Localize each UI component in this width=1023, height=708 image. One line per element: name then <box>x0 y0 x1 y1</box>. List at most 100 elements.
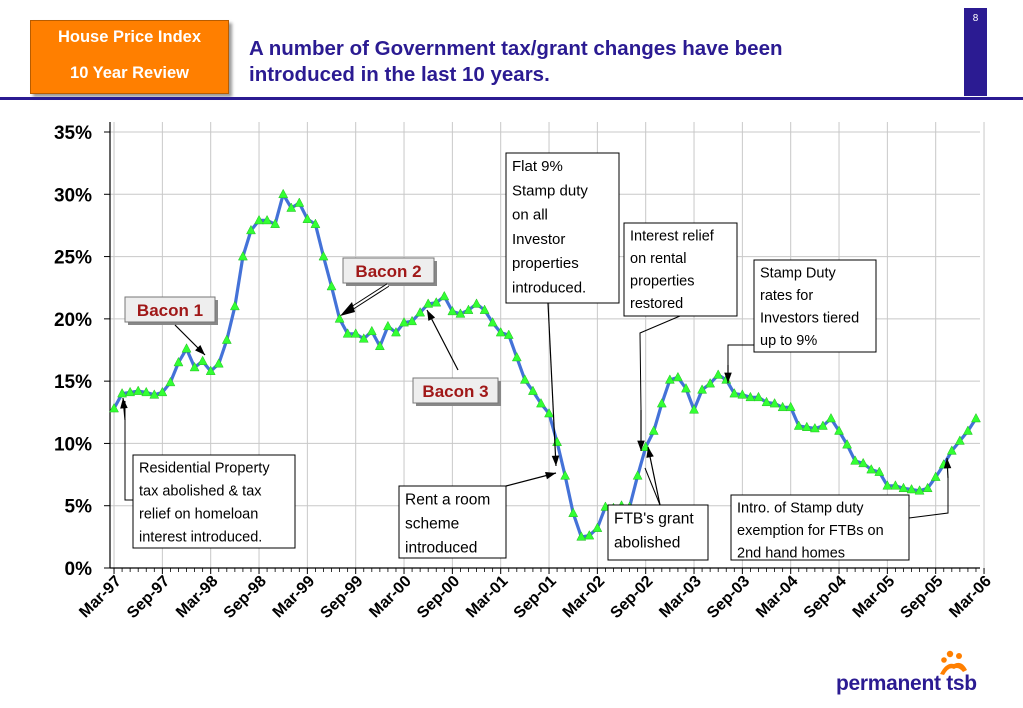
data-point <box>117 388 127 398</box>
data-point <box>511 351 522 362</box>
data-point <box>495 327 506 337</box>
data-point <box>205 365 216 375</box>
data-point <box>487 317 498 327</box>
report-badge: House Price Index 10 Year Review <box>30 20 229 94</box>
x-tick-label: Sep-99 <box>317 573 366 622</box>
data-point <box>519 374 530 384</box>
people-cluster-icon <box>940 650 967 675</box>
annotation-arrowhead <box>724 372 732 383</box>
data-point <box>310 218 321 228</box>
page-title: A number of Government tax/grant changes… <box>249 36 949 88</box>
y-tick-label: 5% <box>65 497 93 518</box>
data-point <box>229 300 240 311</box>
data-point <box>141 386 152 397</box>
data-point <box>544 407 554 418</box>
bacon-2-label: Bacon 2 <box>355 262 421 281</box>
badge-line-1: House Price Index <box>57 28 202 46</box>
brand-logo-text: permanent tsb <box>836 672 977 695</box>
data-point <box>769 398 780 408</box>
flat-stamp-note-line: properties <box>512 255 579 272</box>
data-point <box>358 333 369 343</box>
data-point <box>415 307 426 317</box>
data-point <box>785 401 796 412</box>
data-point <box>149 389 160 399</box>
data-point <box>302 213 313 223</box>
data-point <box>761 396 772 407</box>
data-point <box>471 298 482 308</box>
flat-stamp-note-line: on all <box>512 207 548 224</box>
data-point <box>238 251 248 261</box>
badge-line-2: 10 Year Review <box>70 64 189 82</box>
data-point <box>874 466 885 476</box>
data-point <box>584 530 595 540</box>
annotation-arrowhead <box>637 440 645 451</box>
data-point <box>479 304 490 314</box>
data-point <box>278 188 289 199</box>
annotation-arrowhead <box>120 398 128 409</box>
data-point <box>560 470 571 480</box>
data-point <box>898 482 909 493</box>
data-point <box>664 374 675 384</box>
data-point <box>930 471 941 481</box>
bacon-3-label: Bacon 3 <box>422 382 488 401</box>
y-tick-label: 25% <box>54 248 92 269</box>
house-price-chart: Mar-97 Sep-97 Mar-98 Sep-98 Mar-99 Sep-99 Mar-… <box>54 122 995 622</box>
x-tick-label: Mar-05 <box>850 573 899 622</box>
x-tick-label: Sep-04 <box>801 573 850 622</box>
data-point <box>109 403 119 413</box>
data-point <box>455 308 466 318</box>
data-point <box>173 356 184 367</box>
data-point <box>729 388 740 398</box>
data-point <box>221 334 232 344</box>
bacon-1-label: Bacon 1 <box>137 301 203 320</box>
data-point <box>423 298 434 308</box>
data-point <box>656 398 667 408</box>
data-point <box>737 389 748 399</box>
data-point <box>568 507 579 517</box>
data-point <box>673 371 683 382</box>
annotation-arrow-line <box>547 302 557 467</box>
annotation-arrowhead <box>646 447 654 458</box>
data-point <box>793 420 804 430</box>
x-tick-label: Sep-00 <box>414 573 463 622</box>
x-tick-label: Mar-97 <box>76 573 125 622</box>
x-tick-label: Sep-97 <box>124 573 173 622</box>
annotation-arrowhead <box>551 455 560 466</box>
bacon-2-arrowhead <box>340 302 355 316</box>
interest-relief-note-line: properties <box>630 274 694 290</box>
data-point <box>286 202 297 212</box>
data-point <box>689 404 699 414</box>
rent-room-note-line: introduced <box>405 540 477 557</box>
data-point <box>552 436 562 446</box>
data-point <box>971 412 981 423</box>
data-point <box>818 420 828 430</box>
annotation-arrowhead <box>195 345 205 355</box>
data-point <box>383 320 393 331</box>
flat-stamp-note-line: Stamp duty <box>512 182 588 199</box>
data-point <box>705 378 716 388</box>
data-point <box>850 455 861 465</box>
y-tick-label: 30% <box>54 185 92 206</box>
data-point <box>801 421 812 431</box>
data-point <box>165 376 176 387</box>
rent-room-note-line: scheme <box>405 516 459 533</box>
annotation-leader <box>727 344 754 365</box>
data-point <box>745 391 756 402</box>
x-tick-label: Mar-01 <box>463 573 512 622</box>
y-tick-label: 35% <box>54 123 92 144</box>
data-point <box>213 358 224 368</box>
data-point <box>439 290 450 301</box>
data-point <box>503 329 514 339</box>
ftb-grant-note-line: abolished <box>614 535 680 552</box>
data-point <box>842 439 852 449</box>
ftb-grant-note-box <box>607 504 709 561</box>
flat-stamp-note-line: Investor <box>512 231 565 248</box>
data-point <box>157 386 168 397</box>
data-point <box>576 531 587 541</box>
ftb-grant-note-line: FTB's grant <box>614 511 694 528</box>
flat-stamp-note-line: Flat 9% <box>512 158 563 175</box>
y-tick-label: 0% <box>65 559 93 580</box>
data-point <box>399 317 409 327</box>
title-line-2: introduced in the last 10 years. <box>249 63 550 86</box>
data-point <box>648 425 659 435</box>
